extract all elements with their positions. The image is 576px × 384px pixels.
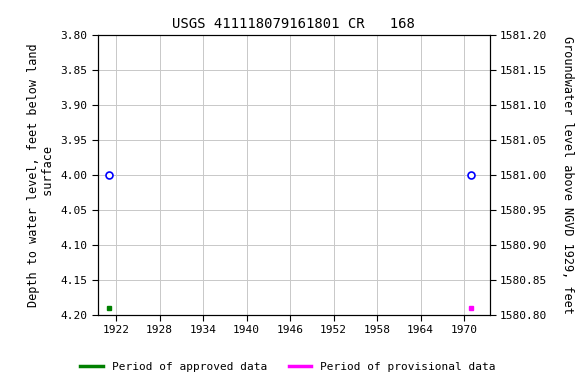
Y-axis label: Groundwater level above NGVD 1929, feet: Groundwater level above NGVD 1929, feet (561, 36, 574, 314)
Title: USGS 411118079161801 CR   168: USGS 411118079161801 CR 168 (172, 17, 415, 31)
Y-axis label: Depth to water level, feet below land
 surface: Depth to water level, feet below land su… (27, 43, 55, 306)
Legend: Period of approved data, Period of provisional data: Period of approved data, Period of provi… (76, 358, 500, 377)
